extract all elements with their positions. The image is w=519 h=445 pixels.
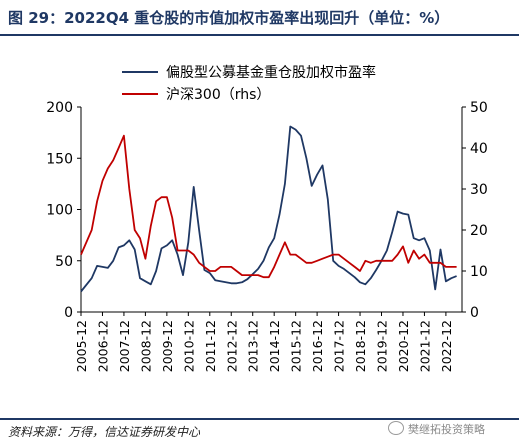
x-tick-label: 2014-12	[267, 320, 282, 372]
y-left-tick-label: 100	[46, 203, 73, 219]
x-tick-label: 2018-12	[353, 320, 368, 372]
y-right-tick-label: 30	[470, 182, 488, 198]
legend-label: 沪深300（rhs）	[166, 87, 270, 103]
footer-divider	[0, 418, 519, 420]
x-tick-label: 2008-12	[138, 320, 153, 372]
title-bar: 图 29：2022Q4 重仓股的市值加权市盈率出现回升（单位：%）	[0, 0, 519, 36]
legend-label: 偏股型公募基金重仓股加权市盈率	[166, 64, 376, 81]
page-title: 图 29：2022Q4 重仓股的市值加权市盈率出现回升（单位：%）	[8, 9, 450, 27]
y-right-tick-label: 20	[470, 223, 488, 239]
wechat-icon	[388, 421, 404, 435]
y-left-tick-label: 0	[64, 305, 73, 321]
x-tick-label: 2021-12	[417, 320, 432, 372]
x-tick-label: 2022-12	[439, 320, 454, 372]
y-left-tick-label: 50	[55, 254, 73, 270]
x-tick-label: 2005-12	[74, 320, 89, 372]
y-right-tick-label: 40	[470, 141, 488, 157]
watermark: 樊继拓投资策略	[388, 421, 485, 437]
x-tick-label: 2016-12	[310, 320, 325, 372]
y-right-tick-label: 0	[470, 305, 479, 321]
y-left-tick-label: 150	[46, 151, 73, 167]
x-tick-label: 2017-12	[332, 320, 347, 372]
x-tick-label: 2010-12	[181, 320, 196, 372]
x-tick-label: 2011-12	[203, 320, 218, 372]
y-left-tick-label: 200	[46, 100, 73, 116]
series-line-pe	[80, 125, 457, 293]
x-tick-label: 2006-12	[95, 320, 110, 372]
x-tick-label: 2012-12	[224, 320, 239, 372]
y-right-tick-label: 10	[470, 264, 488, 280]
line-chart: 0 50 100 150 200 0 10 20 30 40 50 2005-12 2006-12 200…	[46, 64, 488, 372]
source-note: 资料来源：万得，信达证券研发中心	[8, 425, 201, 439]
y-right-tick-label: 50	[470, 100, 488, 116]
watermark-text: 樊继拓投资策略	[408, 423, 485, 436]
x-tick-label: 2019-12	[375, 320, 390, 372]
series-line-hs300	[80, 134, 457, 279]
x-tick-label: 2020-12	[396, 320, 411, 372]
x-tick-label: 2013-12	[246, 320, 261, 372]
x-tick-label: 2015-12	[289, 320, 304, 372]
x-tick-label: 2009-12	[160, 320, 175, 372]
x-tick-label: 2007-12	[117, 320, 132, 372]
